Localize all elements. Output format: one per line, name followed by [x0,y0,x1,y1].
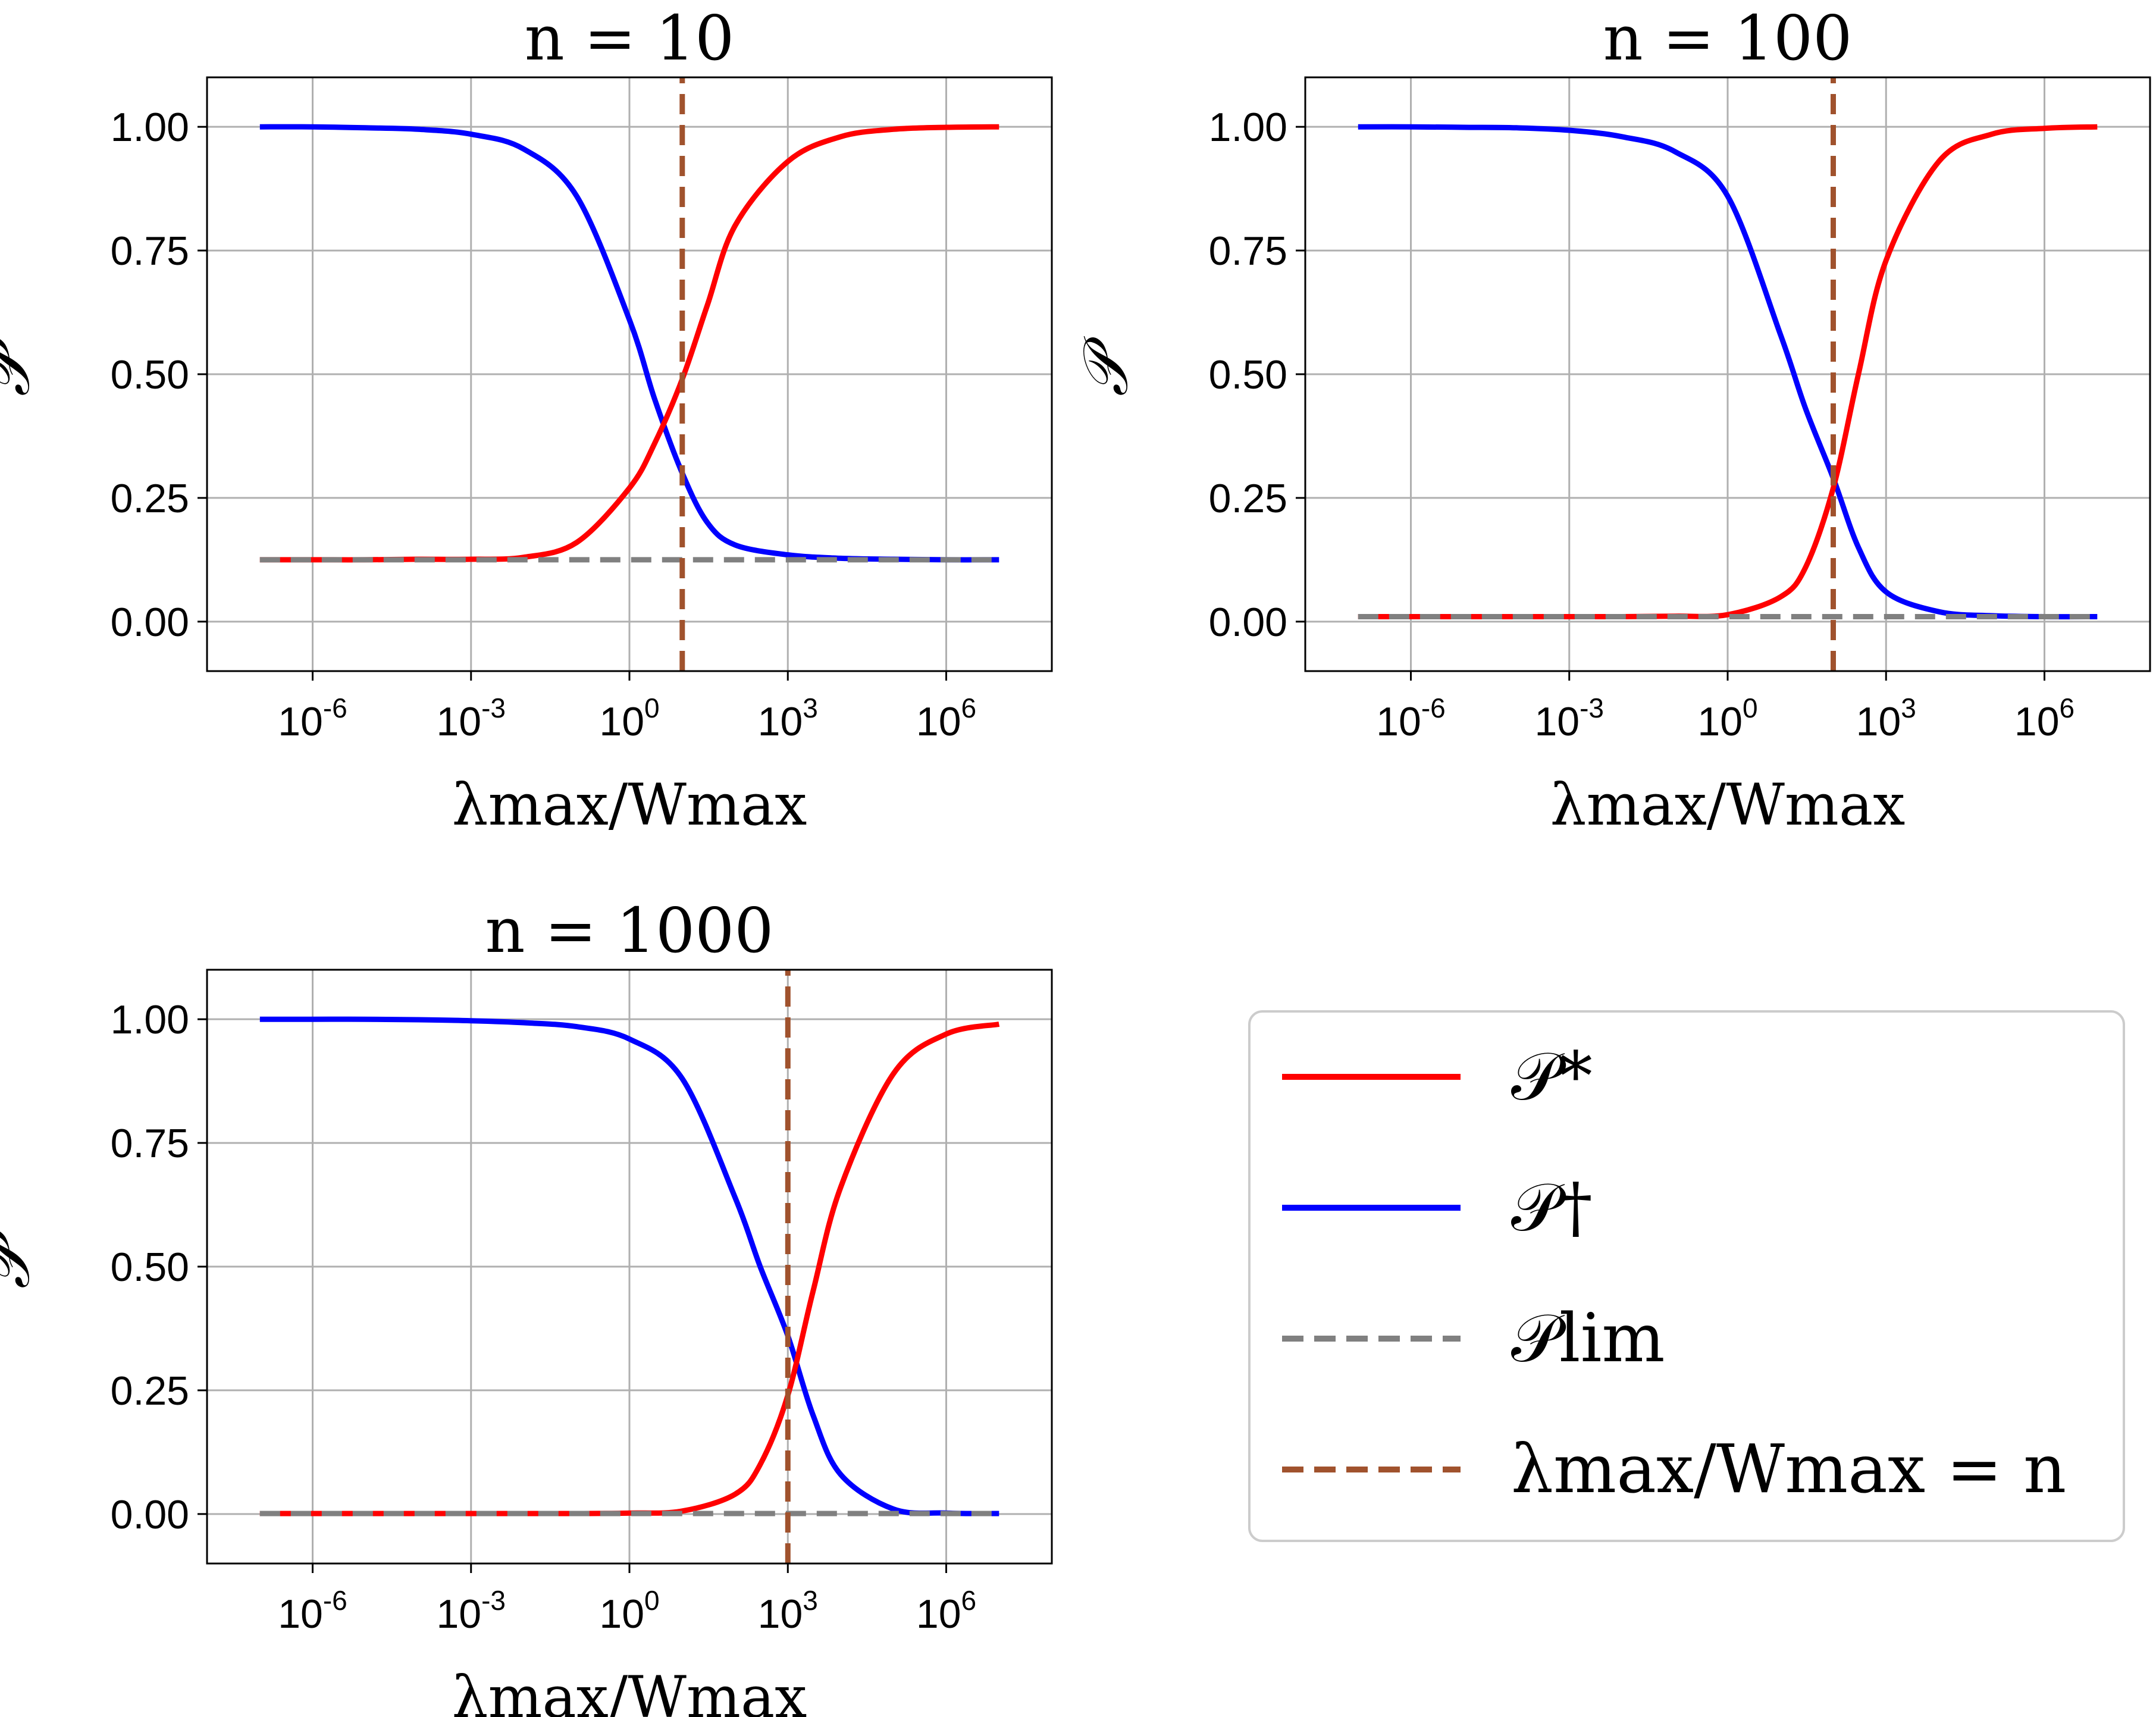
p-dagger-line [1358,124,2098,620]
chart-title: n = 100 [1603,2,1853,74]
p-star-line [259,124,999,563]
y-tick-label: 0.25 [1209,476,1287,521]
x-tick-label: 10-3 [1534,693,1604,744]
x-axis-label: λmax/Wmax [452,772,807,838]
x-tick-label: 106 [916,1585,976,1637]
y-tick-label: 0.50 [1209,352,1287,397]
legend-frame [1248,1010,2125,1542]
x-tick-label: 106 [2014,693,2074,744]
x-tick-label: 106 [916,693,976,744]
y-tick-label: 1.00 [111,105,189,150]
y-axis-label: 𝒫 [0,336,43,396]
x-tick-label: 10-3 [436,693,506,744]
legend: 𝒫* 𝒫† 𝒫lim λmax/Wmax = n [1248,1010,2125,1542]
y-tick-label: 1.00 [1209,105,1287,150]
chart-panel-1: 0.00 0.25 0.50 0.75 1.00 10-6 10-3 100 103 106 n =… [0,2,1053,838]
y-tick-label: 0.00 [111,600,189,645]
x-tick-label: 10-6 [278,1585,347,1637]
x-tick-label: 10-6 [1376,693,1446,744]
x-tick-label: 100 [599,1585,659,1637]
p-dagger-line [259,1016,999,1517]
plot-area [259,970,1000,1564]
x-tick-label: 10-3 [436,1585,506,1637]
legend-label: 𝒫* [1511,1038,1593,1116]
x-axis-label: λmax/Wmax [452,1664,807,1717]
chart-title: n = 10 [525,2,735,74]
y-tick-label: 0.00 [111,1492,189,1537]
x-tick-label: 103 [758,1585,818,1637]
y-tick-label: 0.25 [111,476,189,521]
plot-area [259,77,999,671]
y-tick-label: 0.75 [111,1121,189,1166]
y-tick-label: 1.00 [111,997,189,1042]
x-tick-label: 100 [599,693,659,744]
y-tick-label: 0.25 [111,1368,189,1414]
legend-label: 𝒫† [1511,1169,1593,1246]
y-axis-label: 𝒫 [0,1228,43,1289]
x-tick-label: 100 [1697,693,1757,744]
plot-area [1358,77,2098,671]
chart-panel-2: 0.00 0.25 0.50 0.75 1.00 10-6 10-3 100 103 106 n =… [1069,2,2151,838]
y-tick-label: 0.50 [111,352,189,397]
x-tick-label: 103 [758,693,818,744]
legend-label: λmax/Wmax = n [1511,1431,2066,1508]
x-tick-label: 10-6 [278,693,347,744]
y-tick-label: 0.50 [111,1245,189,1290]
x-axis-label: λmax/Wmax [1550,772,1906,838]
legend-label: 𝒫lim [1511,1300,1665,1377]
y-tick-label: 0.75 [111,228,189,274]
y-axis-label: 𝒫 [1069,336,1142,396]
y-tick-label: 0.00 [1209,600,1287,645]
chart-panel-3: 0.00 0.25 0.50 0.75 1.00 10-6 10-3 100 103 106 n =… [0,894,1053,1717]
chart-title: n = 1000 [485,894,774,967]
x-tick-label: 103 [1856,693,1916,744]
y-tick-label: 0.75 [1209,228,1287,274]
